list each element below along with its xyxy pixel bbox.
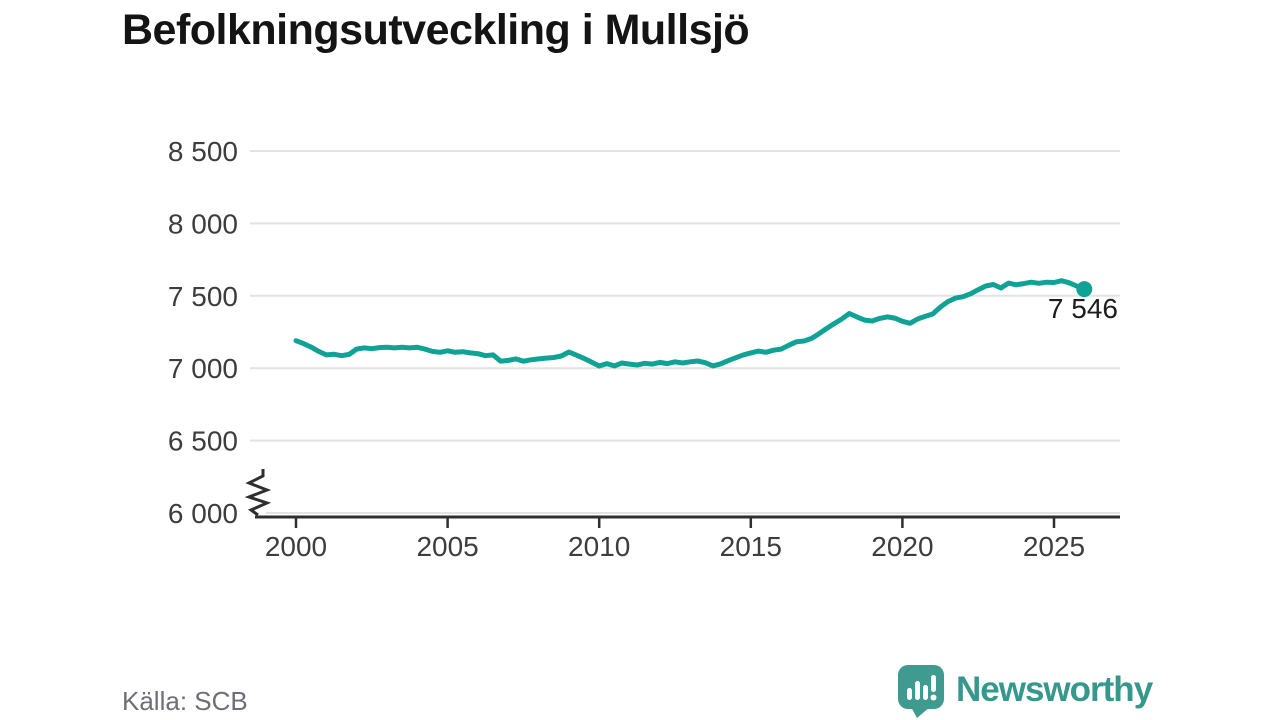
newsworthy-wordmark: Newsworthy: [956, 670, 1153, 709]
latest-point-marker: [1076, 281, 1093, 298]
source-caption: Källa: SCB: [122, 686, 248, 716]
x-tick-label: 2000: [265, 531, 327, 562]
y-tick-label: 6 500: [168, 426, 238, 457]
newsworthy-logo: Newsworthy: [897, 664, 1153, 718]
axis-break-icon: [244, 469, 272, 517]
latest-value-label: 7 546: [1047, 293, 1118, 324]
y-tick-label: 6 000: [168, 498, 238, 529]
y-tick-label: 8 000: [168, 208, 238, 239]
y-tick-label: 7 000: [168, 353, 238, 384]
y-tick-label: 8 500: [168, 136, 238, 167]
x-tick-label: 2025: [1023, 531, 1085, 562]
newsworthy-icon: [898, 665, 944, 718]
chart-title: Befolkningsutveckling i Mullsjö: [122, 6, 750, 54]
y-tick-label: 7 500: [168, 281, 238, 312]
x-tick-label: 2015: [720, 531, 782, 562]
x-tick-label: 2020: [871, 531, 933, 562]
x-tick-label: 2005: [416, 531, 478, 562]
x-tick-label: 2010: [568, 531, 630, 562]
population-line: [293, 278, 1087, 369]
